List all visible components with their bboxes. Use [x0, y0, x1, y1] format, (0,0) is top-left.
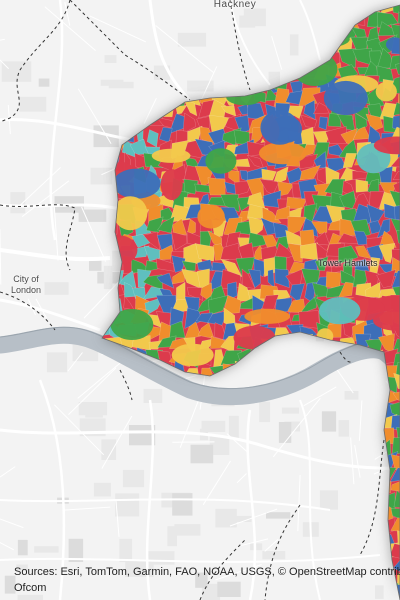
label-hackney: Hackney	[213, 0, 257, 10]
attribution-line1: Sources: Esri, TomTom, Garmin, FAO, NOAA…	[14, 566, 400, 578]
label-city-of-london-line1: City of	[13, 274, 39, 284]
label-city-of-london: City of London	[8, 274, 44, 296]
river-bank	[0, 326, 385, 390]
attribution-line2: Ofcom	[14, 582, 47, 594]
map-attribution: Sources: Esri, TomTom, Garmin, FAO, NOAA…	[14, 564, 400, 596]
borough-boundaries	[0, 0, 385, 600]
label-city-of-london-line2: London	[10, 285, 42, 295]
label-tower-hamlets: Tower Hamlets	[318, 258, 378, 268]
